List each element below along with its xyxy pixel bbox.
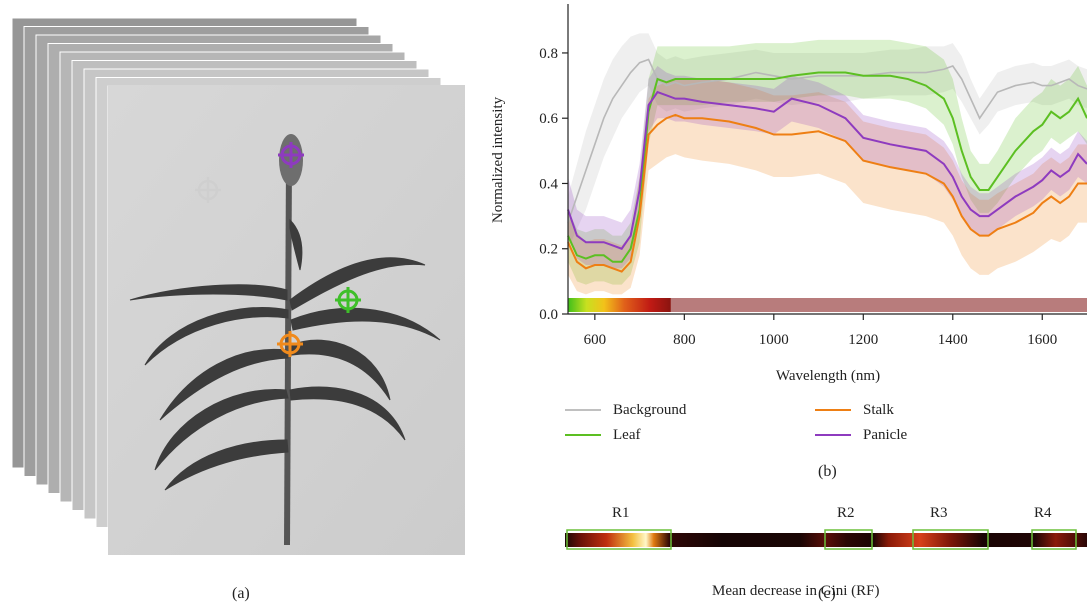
visible-spectrum-segment <box>568 298 671 312</box>
legend-item-stalk: Stalk <box>815 400 894 420</box>
panel-label-b: (b) <box>818 463 837 480</box>
x-axis-label: Wavelength (nm) <box>776 368 880 384</box>
panel-label-c: (c) <box>818 585 836 602</box>
legend-label: Panicle <box>863 426 908 443</box>
y-tick-label: 0.8 <box>539 46 558 62</box>
legend-label: Leaf <box>613 426 641 443</box>
x-tick-label: 800 <box>673 332 696 348</box>
legend: Background Stalk Leaf Panicle <box>565 400 985 450</box>
spectra-chart: 0.0 0.2 0.4 0.6 0.8 600 800 1000 1200 1400 1600 No… <box>490 4 1087 384</box>
band-stalk <box>568 79 1087 295</box>
leaf-marker-icon <box>335 287 361 313</box>
legend-swatch <box>815 434 851 436</box>
x-tick-label: 1200 <box>848 332 878 348</box>
gini-importance-strip: R1 R2 R3 R4 <box>565 505 1087 575</box>
legend-swatch <box>565 434 601 436</box>
region-label-r1: R1 <box>612 505 630 521</box>
legend-swatch <box>565 409 601 411</box>
legend-label: Background <box>613 401 687 418</box>
legend-label: Stalk <box>863 401 894 418</box>
band-background <box>568 33 1087 249</box>
background-marker-icon <box>195 177 221 203</box>
region-label-r2: R2 <box>837 505 855 521</box>
panicle-marker-icon <box>278 142 304 168</box>
y-tick-label: 0.2 <box>539 242 558 258</box>
nir-spectrum-segment <box>670 298 1087 312</box>
series-stalk <box>567 113 1087 273</box>
legend-item-panicle: Panicle <box>815 425 907 445</box>
region-label-r3: R3 <box>930 505 948 521</box>
band-panicle <box>568 66 1087 269</box>
y-axis-label: Normalized intensity <box>490 96 506 223</box>
gini-strip <box>565 533 1087 547</box>
series-leaf <box>567 71 1087 263</box>
region-box-r3 <box>912 529 989 550</box>
stalk-marker-icon <box>277 331 303 357</box>
gini-axis-label: Mean decrease in Gini (RF) <box>712 583 880 599</box>
x-tick-label: 1000 <box>759 332 789 348</box>
y-tick-label: 0.4 <box>539 176 558 192</box>
region-box-r1 <box>566 529 672 550</box>
panel-label-a: (a) <box>232 585 250 602</box>
y-tick-label: 0.0 <box>539 307 558 323</box>
legend-item-background: Background <box>565 400 686 420</box>
series-panicle <box>567 90 1087 250</box>
spectrum-color-bar <box>568 298 1087 312</box>
x-tick-label: 1600 <box>1027 332 1057 348</box>
plant-image <box>108 85 465 555</box>
region-label-r4: R4 <box>1034 505 1052 521</box>
region-box-r2 <box>824 529 873 550</box>
gini-heatmap <box>565 529 1087 550</box>
hyperspectral-image-stack <box>11 17 465 555</box>
series-background <box>567 58 1087 223</box>
legend-swatch <box>815 409 851 411</box>
x-tick-label: 1400 <box>938 332 968 348</box>
legend-item-leaf: Leaf <box>565 425 640 445</box>
x-tick-label: 600 <box>584 332 607 348</box>
region-box-r4 <box>1031 529 1077 550</box>
y-tick-label: 0.6 <box>539 111 558 127</box>
